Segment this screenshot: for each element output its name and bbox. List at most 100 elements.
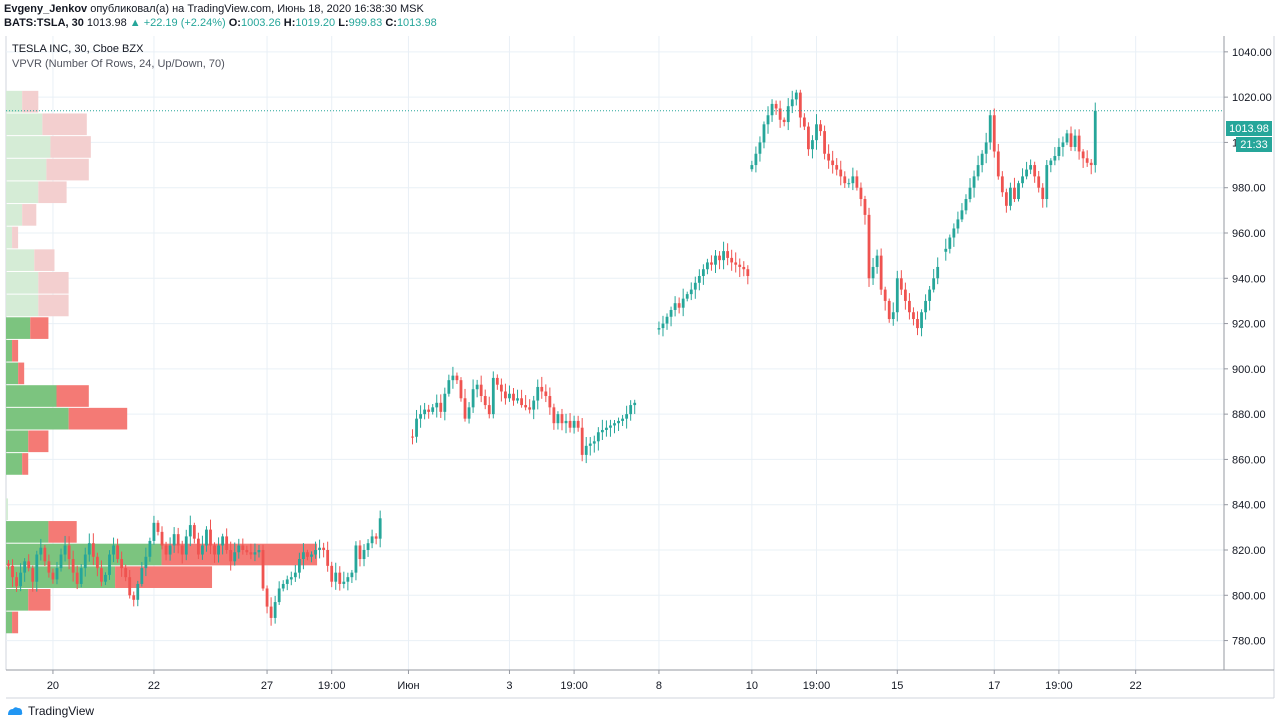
candle-body [261,549,265,589]
candle-body [152,522,156,541]
candle-body [746,269,750,277]
candle-body [944,248,948,252]
candle-body [180,545,184,555]
vp-bar-down [28,588,51,611]
candle-body [11,565,14,578]
y-tick-label: 900.00 [1232,364,1266,376]
candle-body [184,536,188,555]
candle-body [362,549,366,560]
candle-body [447,380,451,394]
candle-body [192,525,196,539]
candle-body [600,429,604,433]
candle-body [952,228,956,238]
candle-body [786,106,790,123]
y-tick-label: 780.00 [1232,636,1266,648]
candle-body [148,540,152,557]
candle-body [471,389,475,408]
candle-body [499,384,503,392]
y-tick-label: 980.00 [1232,183,1266,195]
candle-body [617,420,620,424]
high-value: 1019.20 [295,17,336,29]
candle-body [491,377,495,415]
vp-bar-down [12,611,19,634]
candle-body [807,126,810,150]
y-tick-label: 800.00 [1232,590,1266,602]
low-label: L: [338,17,349,29]
candle-body [504,391,507,399]
candle-body [613,423,616,426]
publisher-name[interactable]: Evgeny_Jenkov [4,3,88,15]
chart-header: Evgeny_Jenkov опубликовал(а) на TradingV… [4,2,1274,30]
candle-body [552,407,556,424]
vp-bar-down [161,543,318,566]
candle-body [71,559,75,573]
candle-body [156,522,160,532]
candle-body [273,602,277,618]
candle-body [431,407,435,412]
candle-body [1053,156,1057,161]
candle-body [285,579,289,584]
candle-body [875,255,879,267]
vp-bar-down [48,521,77,543]
candle-body [27,561,31,569]
candle-body [334,572,338,582]
candle-body [762,124,766,143]
candle-body [665,316,669,324]
vp-bar-up [6,204,23,226]
candle-body [516,398,519,401]
vp-bar-down [22,453,29,475]
vp-bar-down [18,362,25,385]
x-tick-label: 19:00 [318,680,346,692]
candle-body [956,219,960,229]
candle-body [972,176,976,188]
x-tick-label: 19:00 [1045,680,1073,692]
candle-body [689,289,693,295]
candle-body [83,554,87,569]
chart-legend-title[interactable]: TESLA INC, 30, Cboe BZX [12,43,144,55]
candle-body [112,545,115,555]
candle-body [811,140,814,150]
vp-bar-up [6,362,19,385]
indicator-legend[interactable]: VPVR (Number Of Rows, 24, Up/Down, 70) [12,58,225,70]
vp-bar-up [6,498,9,521]
footer-brand[interactable]: TradingView [28,704,95,718]
candle-body [621,418,624,421]
vp-bar-down [56,385,89,407]
price-axis[interactable]: 780.00 800.00 820.00 840.00 860.00 880.00 900.… [1223,36,1275,698]
candle-body [253,552,257,555]
published-text: опубликовал(а) на TradingView.com, Июнь … [90,3,424,15]
time-axis[interactable]: 20 22 27 19:00 Июн 3 19:00 8 10 19:00 15 17 19:00 22 [6,669,1274,699]
candle-body [738,264,742,267]
candle-body [544,391,548,397]
candle-body [1073,135,1077,147]
candle-body [495,377,499,385]
candle-body [318,547,321,550]
vp-bar-down [12,339,19,362]
candle-body [992,115,996,152]
vp-bar-up [6,181,39,204]
candle-body [548,396,552,408]
candle-body [205,529,208,546]
candle-body [633,402,637,406]
price-label-value: 1013.98 [1229,123,1269,135]
candle-body [415,418,418,437]
candle-body [706,262,709,270]
candle-body [855,176,859,188]
candle-body [128,577,132,596]
candle-body [730,257,734,263]
vp-bar-up [6,226,13,249]
candle-body [924,300,927,313]
candle-body [209,529,212,546]
candle-body [15,577,18,587]
candle-body [108,554,111,575]
candle-body [734,262,738,265]
vp-bar-down [46,158,89,181]
close-value: 1013.98 [396,17,437,29]
candle-body [742,266,746,270]
vp-bar-down [34,249,55,271]
candle-body [322,547,326,550]
countdown-label-bg [1236,137,1272,152]
candle-body [819,124,822,132]
candle-body [411,436,414,438]
